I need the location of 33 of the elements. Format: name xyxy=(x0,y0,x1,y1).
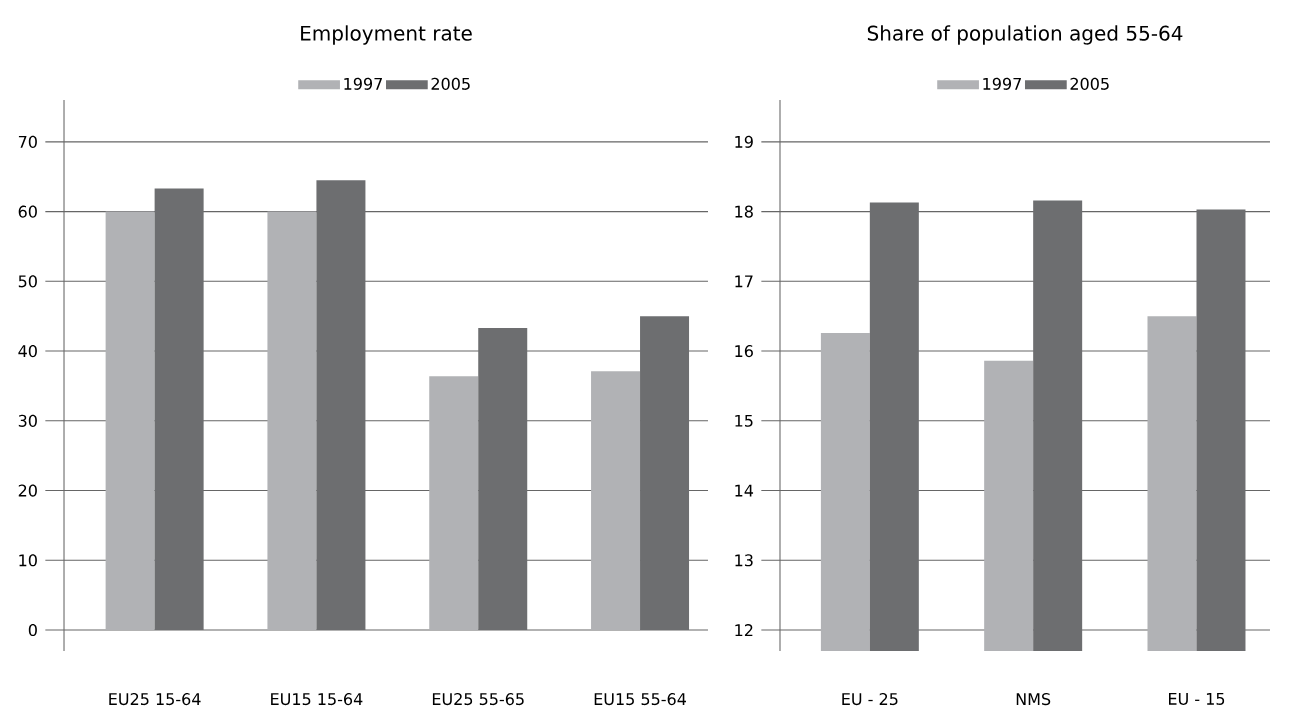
y-tick-label: 10 xyxy=(19,554,37,567)
bar xyxy=(591,371,641,631)
bar xyxy=(267,211,317,631)
y-tick-label: 60 xyxy=(18,205,37,218)
legend-label: 2005 xyxy=(1070,77,1109,90)
y-tick-label: 13 xyxy=(735,554,753,567)
legend-label: 2005 xyxy=(431,77,470,90)
legend-label: 1997 xyxy=(983,77,1021,90)
y-tick-label: 50 xyxy=(18,275,37,288)
chart-title: Employment rate xyxy=(301,25,472,45)
x-tick-label: EU25 55-65 xyxy=(432,693,524,706)
y-tick-label: 70 xyxy=(18,135,37,148)
y-tick-label: 20 xyxy=(18,484,37,497)
bar xyxy=(429,376,479,631)
x-tick-label: EU - 25 xyxy=(842,693,898,706)
x-tick-label: EU15 55-64 xyxy=(594,693,686,706)
y-tick-label: 12 xyxy=(735,624,753,636)
y-tick-label: 19 xyxy=(735,135,753,148)
y-tick-label: 16 xyxy=(735,345,753,358)
y-tick-label: 18 xyxy=(735,205,753,218)
x-tick-label: EU15 15-64 xyxy=(271,693,363,706)
x-tick-label: NMS xyxy=(1016,693,1051,706)
x-tick-label: EU - 15 xyxy=(1169,693,1225,705)
y-tick-label: 17 xyxy=(735,275,753,288)
y-tick-label: 15 xyxy=(735,414,753,427)
y-tick-label: 0 xyxy=(28,624,37,637)
y-tick-label: 40 xyxy=(18,345,37,358)
chart-title: Share of population aged 55-64 xyxy=(867,25,1183,45)
x-tick-label: EU25 15-64 xyxy=(109,693,201,706)
bar xyxy=(105,211,155,631)
legend-label: 1997 xyxy=(344,77,382,90)
y-tick-label: 14 xyxy=(735,484,754,497)
y-tick-label: 30 xyxy=(18,414,37,427)
